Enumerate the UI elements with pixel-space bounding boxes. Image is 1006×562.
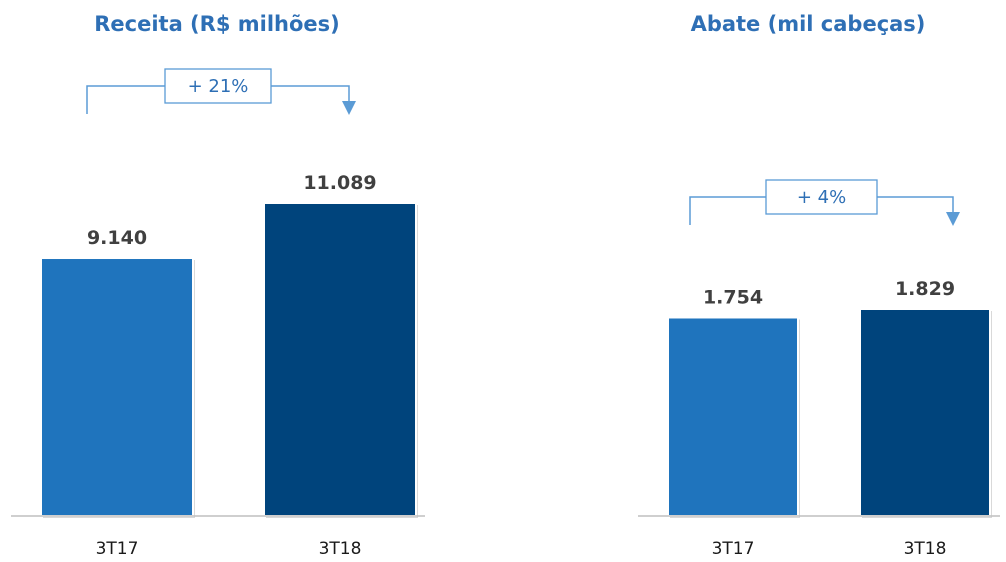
data-label: 1.754: [703, 286, 763, 308]
receita-chart: Receita (R$ milhões) 9.140 3T17 11.089 3T18…: [11, 12, 425, 559]
growth-bracket-left: [689, 196, 766, 225]
growth-bracket-right: [877, 196, 954, 213]
chart-title: Receita (R$ milhões): [94, 12, 340, 36]
growth-badge: [765, 179, 878, 215]
data-label: 9.140: [87, 227, 147, 249]
bar-3t17: [40, 257, 194, 517]
growth-bracket-right: [271, 85, 350, 102]
chart-title: Abate (mil cabeças): [691, 12, 926, 36]
x-tick-label: 3T18: [319, 539, 362, 559]
growth-bracket-left: [86, 85, 165, 114]
data-label: 1.829: [895, 278, 955, 300]
bar-3t18: [263, 202, 417, 517]
abate-chart: Abate (mil cabeças) 1.754 3T17 1.829 3T18 + …: [638, 12, 1000, 559]
growth-label: + 4%: [797, 187, 846, 208]
arrow-down-icon: [342, 101, 356, 115]
growth-label: + 21%: [188, 76, 249, 97]
data-label: 11.089: [303, 172, 376, 194]
bar-3t18: [859, 308, 991, 517]
x-tick-label: 3T17: [712, 539, 755, 559]
x-tick-label: 3T18: [904, 539, 947, 559]
x-tick-label: 3T17: [96, 539, 139, 559]
arrow-down-icon: [946, 212, 960, 226]
bar-3t17: [667, 316, 799, 517]
growth-badge: [164, 68, 272, 104]
